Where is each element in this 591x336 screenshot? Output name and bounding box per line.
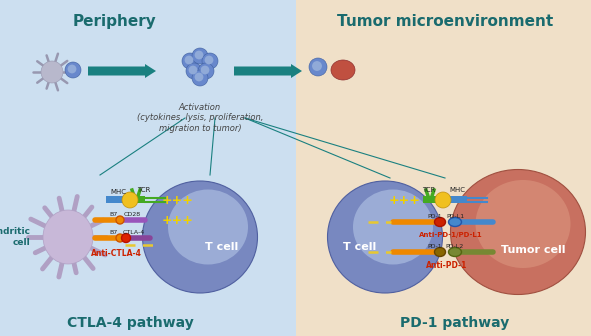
- Circle shape: [194, 73, 203, 81]
- Bar: [0, 0, 296, 336]
- Circle shape: [186, 63, 202, 79]
- Circle shape: [184, 55, 193, 65]
- Circle shape: [65, 62, 81, 78]
- Text: PD-1: PD-1: [428, 213, 442, 218]
- Circle shape: [202, 53, 218, 69]
- Text: B7: B7: [110, 211, 118, 216]
- Text: Anti-PD-1: Anti-PD-1: [426, 260, 467, 269]
- Text: Activation
(cytokines, lysis, proliferation,
migration to tumor): Activation (cytokines, lysis, proliferat…: [137, 103, 263, 133]
- Text: T cell: T cell: [206, 242, 239, 252]
- Text: +++: +++: [389, 194, 421, 207]
- Circle shape: [192, 70, 208, 86]
- Circle shape: [67, 65, 76, 73]
- Circle shape: [122, 234, 131, 243]
- Circle shape: [194, 51, 203, 59]
- Bar: [131, 196, 145, 203]
- Circle shape: [116, 216, 124, 224]
- Circle shape: [200, 66, 209, 74]
- Circle shape: [204, 55, 213, 65]
- Circle shape: [435, 192, 451, 208]
- Text: CTLA-4 pathway: CTLA-4 pathway: [67, 316, 193, 330]
- Text: PD-1: PD-1: [428, 244, 442, 249]
- Text: Anti-PD-1/PD-L1: Anti-PD-1/PD-L1: [419, 232, 483, 238]
- Ellipse shape: [142, 181, 258, 293]
- Text: +++: +++: [162, 194, 194, 207]
- Ellipse shape: [331, 60, 355, 80]
- Ellipse shape: [449, 217, 462, 226]
- Text: CTLA-4: CTLA-4: [123, 229, 145, 235]
- Bar: [296, 0, 591, 336]
- Text: MHC: MHC: [110, 189, 126, 195]
- Ellipse shape: [434, 248, 446, 256]
- Circle shape: [198, 63, 214, 79]
- Text: TCR: TCR: [137, 187, 151, 193]
- Bar: [449, 196, 467, 203]
- Text: PD-L2: PD-L2: [446, 244, 464, 249]
- Circle shape: [116, 234, 124, 242]
- Text: Dendritic
cell: Dendritic cell: [0, 227, 30, 247]
- FancyArrow shape: [88, 64, 156, 78]
- Ellipse shape: [353, 190, 433, 264]
- Circle shape: [122, 192, 138, 208]
- Circle shape: [312, 61, 322, 71]
- Text: Tumor cell: Tumor cell: [501, 245, 565, 255]
- Circle shape: [182, 53, 198, 69]
- Ellipse shape: [43, 210, 93, 264]
- Text: CD28: CD28: [124, 211, 141, 216]
- Circle shape: [189, 66, 197, 74]
- Text: MHC: MHC: [449, 187, 465, 193]
- Text: Tumor microenvironment: Tumor microenvironment: [337, 14, 553, 29]
- Text: TCR: TCR: [423, 187, 436, 193]
- Ellipse shape: [168, 190, 248, 264]
- Text: PD-1 pathway: PD-1 pathway: [400, 316, 509, 330]
- FancyArrow shape: [234, 64, 302, 78]
- Ellipse shape: [434, 217, 446, 226]
- Text: Periphery: Periphery: [73, 14, 157, 29]
- Text: Anti-CTLA-4: Anti-CTLA-4: [90, 250, 141, 258]
- Text: B7: B7: [110, 229, 118, 235]
- Ellipse shape: [327, 181, 443, 293]
- Ellipse shape: [450, 169, 586, 294]
- Bar: [106, 196, 124, 203]
- Bar: [423, 196, 437, 203]
- Circle shape: [192, 48, 208, 64]
- Text: +++: +++: [162, 213, 194, 226]
- Ellipse shape: [449, 248, 462, 256]
- Text: PD-L1: PD-L1: [446, 213, 464, 218]
- Ellipse shape: [476, 180, 570, 268]
- Circle shape: [309, 58, 327, 76]
- Circle shape: [41, 61, 63, 83]
- Text: T cell: T cell: [343, 242, 376, 252]
